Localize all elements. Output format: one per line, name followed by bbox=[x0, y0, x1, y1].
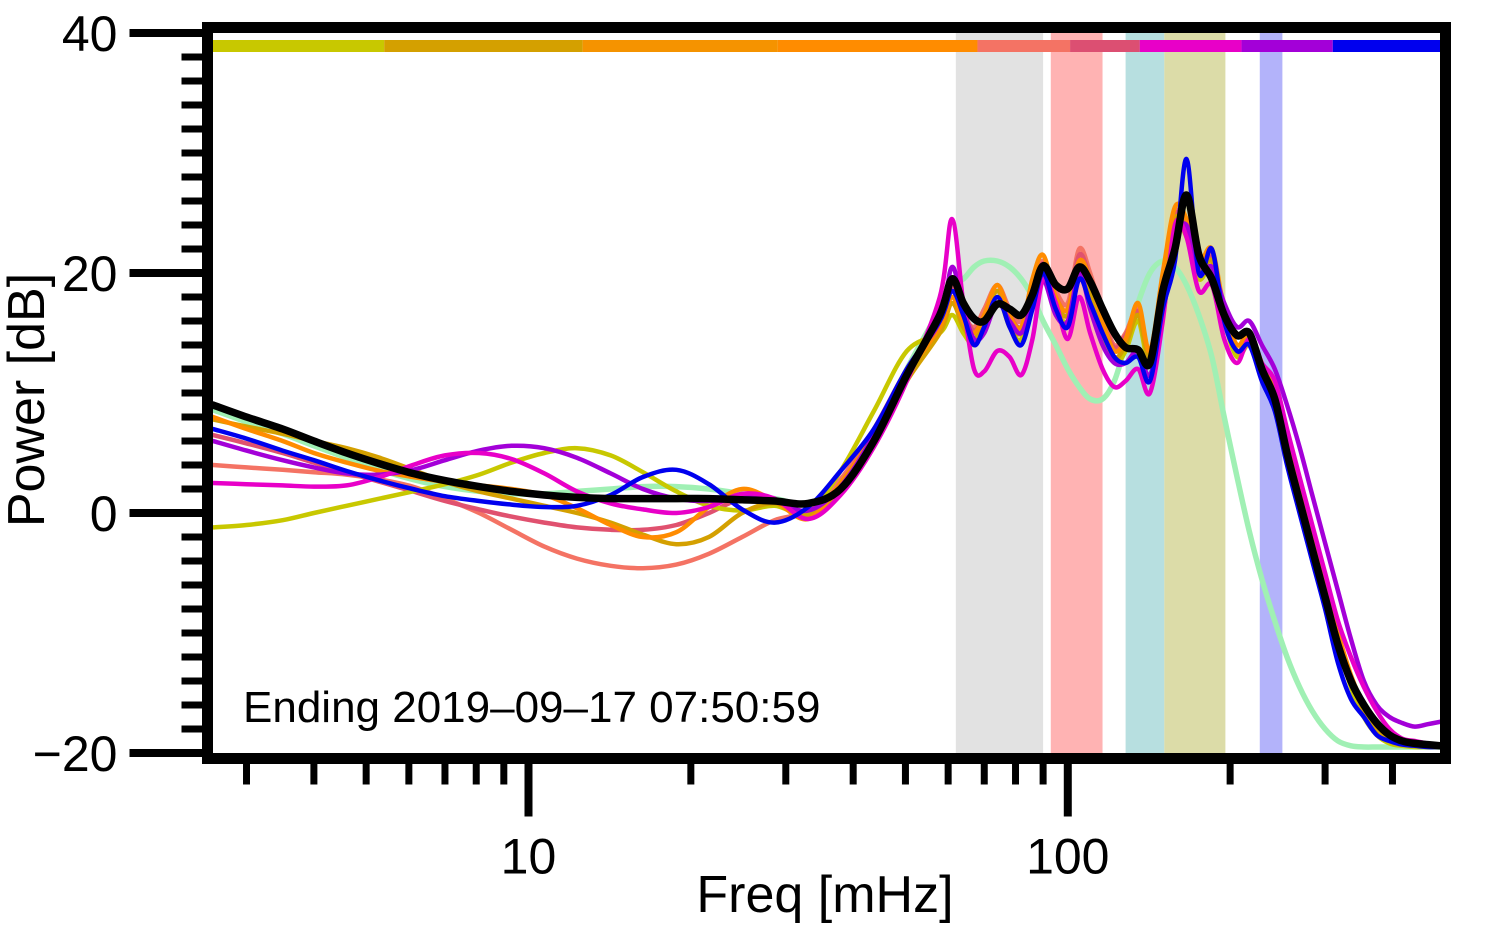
x-tick-label: 100 bbox=[1026, 829, 1109, 885]
strip-blue bbox=[1332, 40, 1440, 52]
band-pink bbox=[1050, 33, 1103, 753]
y-axis-label: Power [dB] bbox=[0, 273, 56, 527]
series-blue bbox=[213, 156, 1440, 750]
y-tick-label: 0 bbox=[90, 486, 118, 542]
series-mint bbox=[213, 257, 1440, 750]
series-mean bbox=[213, 191, 1440, 750]
spectra-series-layer bbox=[213, 156, 1440, 750]
strip-magenta bbox=[1139, 40, 1242, 52]
axis-ticks-layer bbox=[129, 29, 1396, 817]
y-tick-label: −20 bbox=[33, 726, 118, 782]
shaded-bands-layer bbox=[955, 33, 1283, 753]
strip-purple bbox=[1241, 40, 1333, 52]
series-crimson bbox=[213, 209, 1440, 750]
y-tick-label: 20 bbox=[62, 246, 118, 302]
strip-salmon bbox=[977, 40, 1071, 52]
x-tick-label: 10 bbox=[501, 829, 557, 885]
color-strip-layer bbox=[213, 40, 1440, 52]
strip-goldenrod bbox=[384, 40, 583, 52]
strip-deeporange bbox=[777, 40, 978, 52]
x-axis-label: Freq [mHz] bbox=[696, 866, 953, 924]
series-salmon bbox=[213, 207, 1440, 750]
strip-crimson bbox=[1070, 40, 1140, 52]
strip-yellowgreen bbox=[213, 40, 385, 52]
ending-timestamp-annotation: Ending 2019–09–17 07:50:59 bbox=[243, 683, 820, 732]
axis-tick-labels-layer: −20 0 20 40 10 100 bbox=[33, 6, 1110, 885]
strip-orange bbox=[582, 40, 778, 52]
band-gray bbox=[955, 33, 1044, 753]
band-khaki bbox=[1164, 33, 1226, 753]
y-tick-label: 40 bbox=[62, 6, 118, 62]
